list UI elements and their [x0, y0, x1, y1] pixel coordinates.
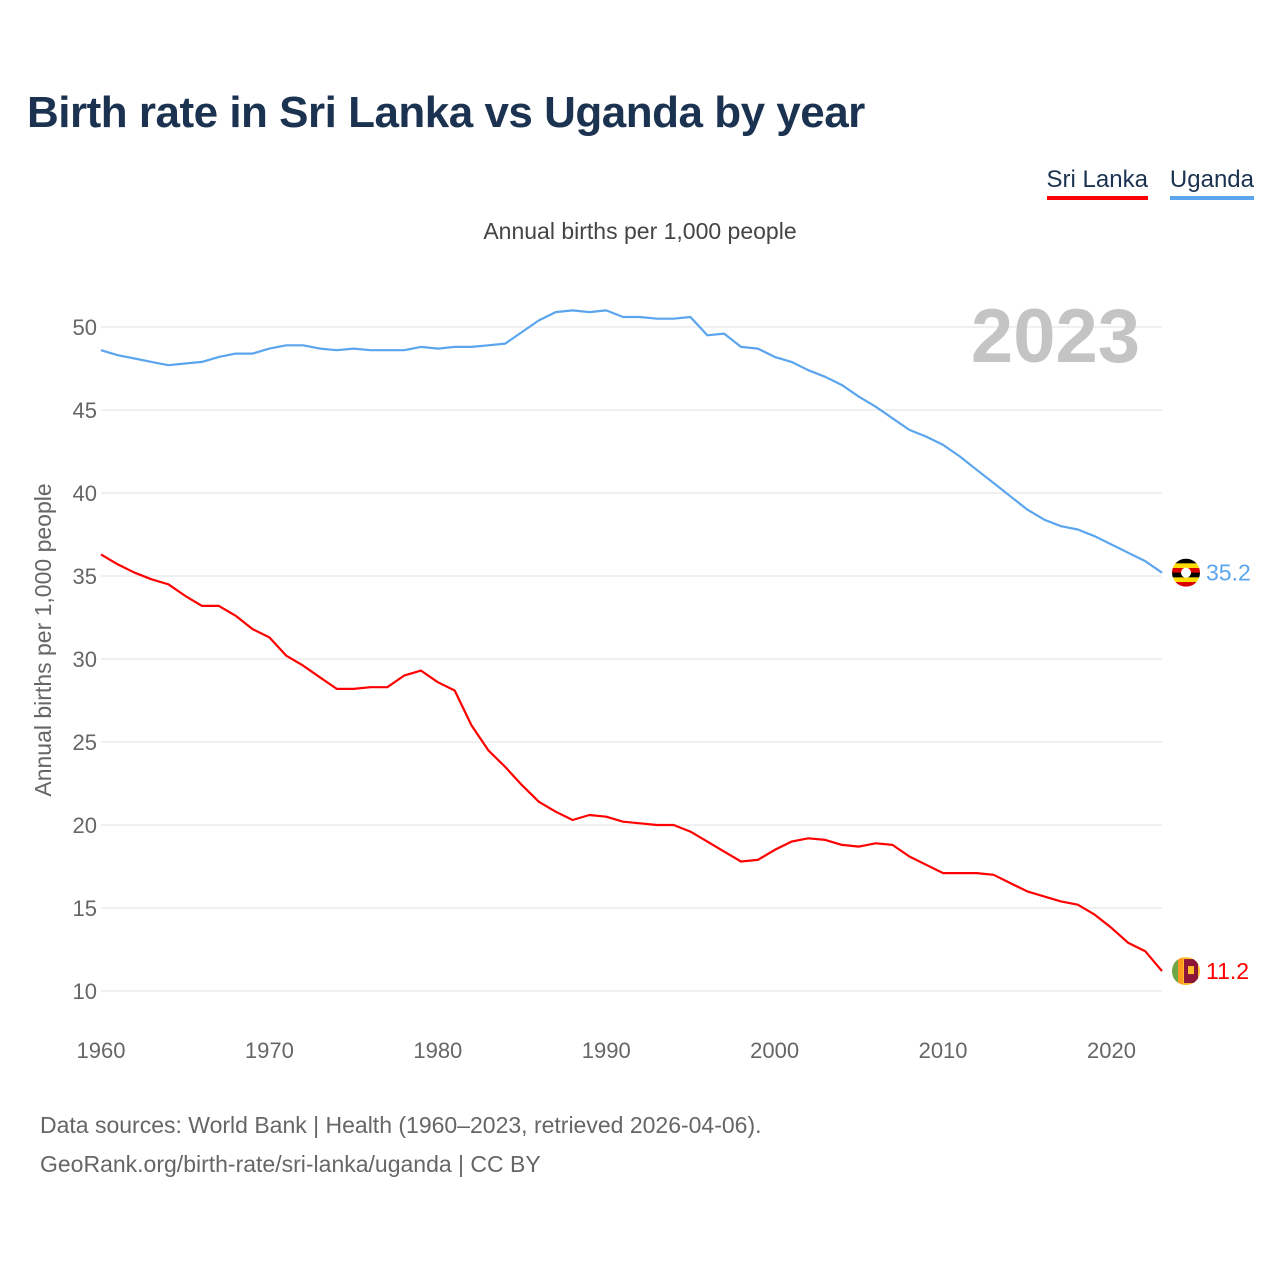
y-axis-label: Annual births per 1,000 people	[30, 483, 56, 796]
y-tick-label: 50	[73, 315, 97, 340]
y-tick-label: 40	[73, 481, 97, 506]
end-value-label: 11.2	[1206, 958, 1249, 984]
y-tick-label: 45	[73, 398, 97, 423]
x-tick-label: 1980	[413, 1038, 462, 1063]
series-line-sri-lanka[interactable]	[100, 553, 1163, 972]
legend: Sri Lanka Uganda	[1046, 166, 1254, 200]
x-tick-label: 1990	[582, 1038, 631, 1063]
footer: Data sources: World Bank | Health (1960–…	[40, 1106, 762, 1184]
x-tick-label: 2010	[919, 1038, 968, 1063]
chart-subtitle: Annual births per 1,000 people	[483, 218, 797, 244]
x-tick-label: 1970	[245, 1038, 294, 1063]
end-value-label: 35.2	[1206, 560, 1251, 586]
y-tick-label: 35	[73, 564, 97, 589]
series-line-uganda[interactable]	[100, 309, 1163, 574]
y-tick-label: 20	[73, 813, 97, 838]
source-text: Data sources: World Bank | Health (1960–…	[40, 1112, 762, 1138]
x-tick-label: 2020	[1087, 1038, 1136, 1063]
uganda-flag-icon	[1172, 558, 1200, 587]
legend-item-sri-lanka[interactable]: Sri Lanka	[1046, 166, 1148, 200]
y-tick-label: 30	[73, 647, 97, 672]
sri-lanka-flag-icon	[1172, 957, 1200, 986]
x-tick-label: 2000	[750, 1038, 799, 1063]
year-watermark: 2023	[971, 294, 1140, 379]
y-tick-label: 10	[73, 979, 97, 1004]
y-tick-label: 15	[73, 896, 97, 921]
x-tick-label: 1960	[77, 1038, 126, 1063]
credit-text: GeoRank.org/birth-rate/sri-lanka/uganda …	[40, 1151, 541, 1177]
chart-title: Birth rate in Sri Lanka vs Uganda by yea…	[27, 88, 865, 137]
legend-item-uganda[interactable]: Uganda	[1169, 166, 1254, 200]
y-tick-label: 25	[73, 730, 97, 755]
